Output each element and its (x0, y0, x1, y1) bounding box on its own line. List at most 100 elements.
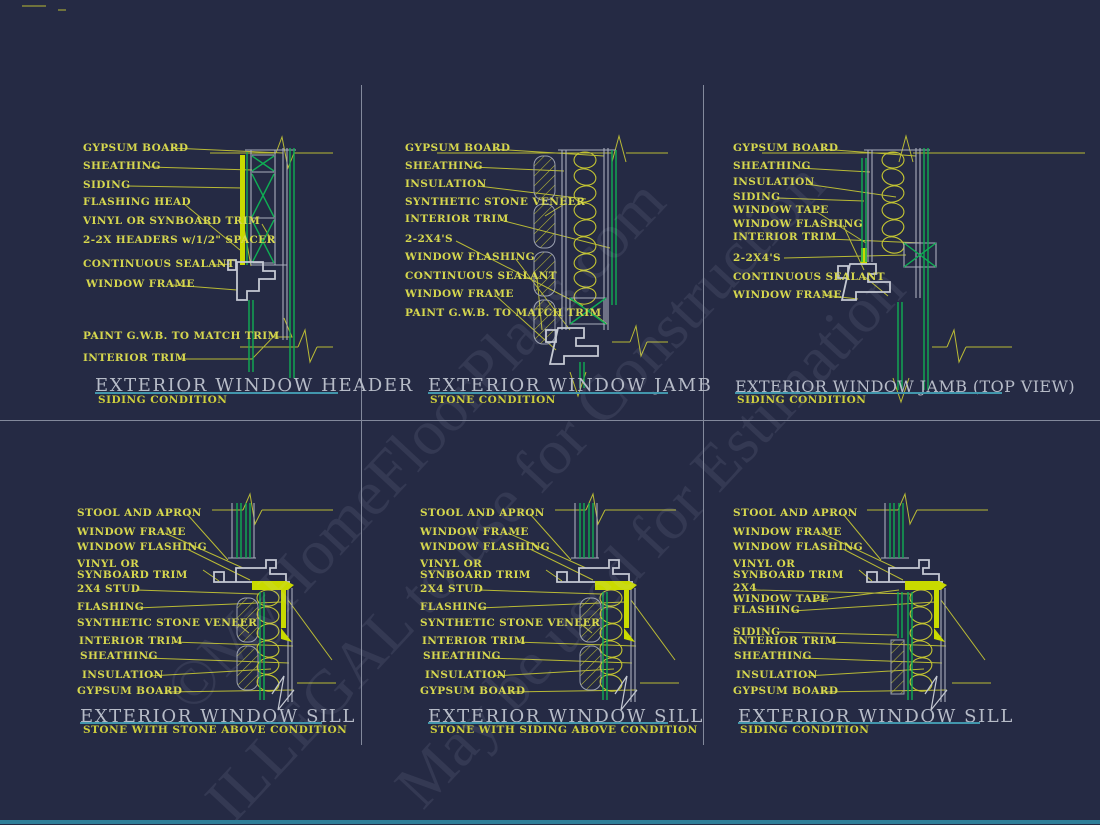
label: 2-2X4'S (405, 233, 454, 245)
label: VINYL OR SYNBOARD TRIM (83, 215, 261, 227)
drawing-window-sill-stone (135, 492, 336, 711)
window-frame-profile (213, 559, 290, 583)
label: GYPSUM BOARD (77, 685, 183, 697)
edge-marks (22, 5, 66, 11)
label: WINDOW FRAME (405, 288, 514, 300)
panel-divider-vertical (703, 85, 704, 745)
label: FLASHING (77, 601, 145, 613)
label: GYPSUM BOARD (420, 685, 526, 697)
label: VINYL OR SYNBOARD TRIM (420, 558, 531, 581)
label: 2-2X4'S (733, 252, 782, 264)
label: WINDOW FRAME (86, 278, 195, 290)
label: WINDOW FLASHING (733, 541, 863, 553)
panel-divider-vertical (361, 85, 362, 745)
label: WINDOW FLASHING (420, 541, 550, 553)
label: SIDING (733, 626, 781, 638)
label: CONTINUOUS SEALANT (733, 271, 885, 283)
label: SYNTHETIC STONE VENEER (420, 617, 601, 629)
drawing-window-jamb-top-view (762, 134, 1085, 404)
title-underline (428, 722, 668, 724)
label: 2X4 STUD (420, 583, 484, 595)
label: VINYL OR SYNBOARD TRIM (77, 558, 188, 581)
label: INTERIOR TRIM (733, 231, 837, 243)
detail-title: EXTERIOR WINDOW SILL (738, 706, 1014, 727)
title-underline (95, 392, 338, 394)
label: SIDING (733, 191, 781, 203)
title-underline (735, 392, 1002, 394)
window-tape-accent (861, 248, 867, 264)
label: CONTINUOUS SEALANT (405, 270, 557, 282)
detail-title: EXTERIOR WINDOW SILL (428, 706, 704, 727)
title-underline (80, 722, 322, 724)
window-frame-profile (837, 263, 891, 301)
label: WINDOW FRAME (420, 526, 529, 538)
label: CONTINUOUS SEALANT (83, 258, 235, 270)
label: INSULATION (82, 669, 164, 681)
label: INSULATION (733, 176, 815, 188)
label: FLASHING HEAD (83, 196, 191, 208)
drawing-window-header-siding (126, 135, 333, 378)
label: INSULATION (425, 669, 507, 681)
label: PAINT G.W.B. TO MATCH TRIM (405, 307, 602, 319)
label: SHEATHING (423, 650, 501, 662)
detail-title: EXTERIOR WINDOW JAMB (TOP VIEW) (735, 377, 1076, 396)
detail-title: EXTERIOR WINDOW JAMB (428, 375, 713, 396)
label: SYNTHETIC STONE VENEER (77, 617, 258, 629)
label: INTERIOR TRIM (422, 635, 526, 647)
label: GYPSUM BOARD (733, 142, 839, 154)
detail-subtitle: SIDING CONDITION (737, 394, 867, 406)
label: WINDOW FLASHING (733, 218, 863, 230)
label: 2X4 STUD (77, 583, 141, 595)
label: INTERIOR TRIM (79, 635, 183, 647)
label: INTERIOR TRIM (733, 635, 837, 647)
detail-subtitle: STONE WITH SIDING ABOVE CONDITION (430, 724, 698, 736)
label: FLASHING (733, 604, 801, 616)
label: GYPSUM BOARD (83, 142, 189, 154)
label: WINDOW FLASHING (77, 541, 207, 553)
sheet-bottom-bar (0, 820, 1100, 824)
label: SHEATHING (734, 650, 812, 662)
drawing-window-sill-siding (754, 492, 991, 711)
detail-title: EXTERIOR WINDOW SILL (80, 706, 356, 727)
detail-subtitle: SIDING CONDITION (740, 724, 870, 736)
label: SHEATHING (733, 160, 811, 172)
label: FLASHING (420, 601, 488, 613)
label: GYPSUM BOARD (733, 685, 839, 697)
label: WINDOW TAPE (733, 593, 829, 605)
window-frame-profile (227, 259, 276, 301)
label: VINYL OR SYNBOARD TRIM (733, 558, 844, 581)
flashing-accent (252, 581, 294, 642)
flashing-accent (905, 581, 947, 642)
label: WINDOW FRAME (733, 526, 842, 538)
label: SHEATHING (405, 160, 483, 172)
label: GYPSUM BOARD (405, 142, 511, 154)
label: INTERIOR TRIM (83, 352, 187, 364)
label: 2-2X HEADERS w/1/2" SPACER (83, 234, 276, 246)
label: STOOL AND APRON (733, 507, 858, 519)
label: SIDING (83, 179, 131, 191)
window-frame-profile (866, 559, 943, 583)
detail-subtitle: STONE WITH STONE ABOVE CONDITION (83, 724, 348, 736)
detail-subtitle: STONE CONDITION (430, 394, 556, 406)
detail-subtitle: SIDING CONDITION (98, 394, 228, 406)
window-frame-profile (545, 327, 599, 365)
drawing-window-jamb-stone (437, 134, 668, 398)
label: STOOL AND APRON (77, 507, 202, 519)
label: WINDOW FRAME (733, 289, 842, 301)
label: STOOL AND APRON (420, 507, 545, 519)
siding-bar (240, 155, 245, 265)
label: 2X4 (733, 582, 757, 594)
label: WINDOW FLASHING (405, 251, 535, 263)
title-underline (428, 392, 668, 394)
panel-divider-horizontal (0, 420, 1100, 421)
label: PAINT G.W.B. TO MATCH TRIM (83, 330, 280, 342)
label: SHEATHING (80, 650, 158, 662)
label: INSULATION (405, 178, 487, 190)
label: WINDOW TAPE (733, 204, 829, 216)
label: INSULATION (736, 669, 818, 681)
detail-title: EXTERIOR WINDOW HEADER (95, 375, 414, 396)
label: WINDOW FRAME (77, 526, 186, 538)
label: INTERIOR TRIM (405, 213, 509, 225)
